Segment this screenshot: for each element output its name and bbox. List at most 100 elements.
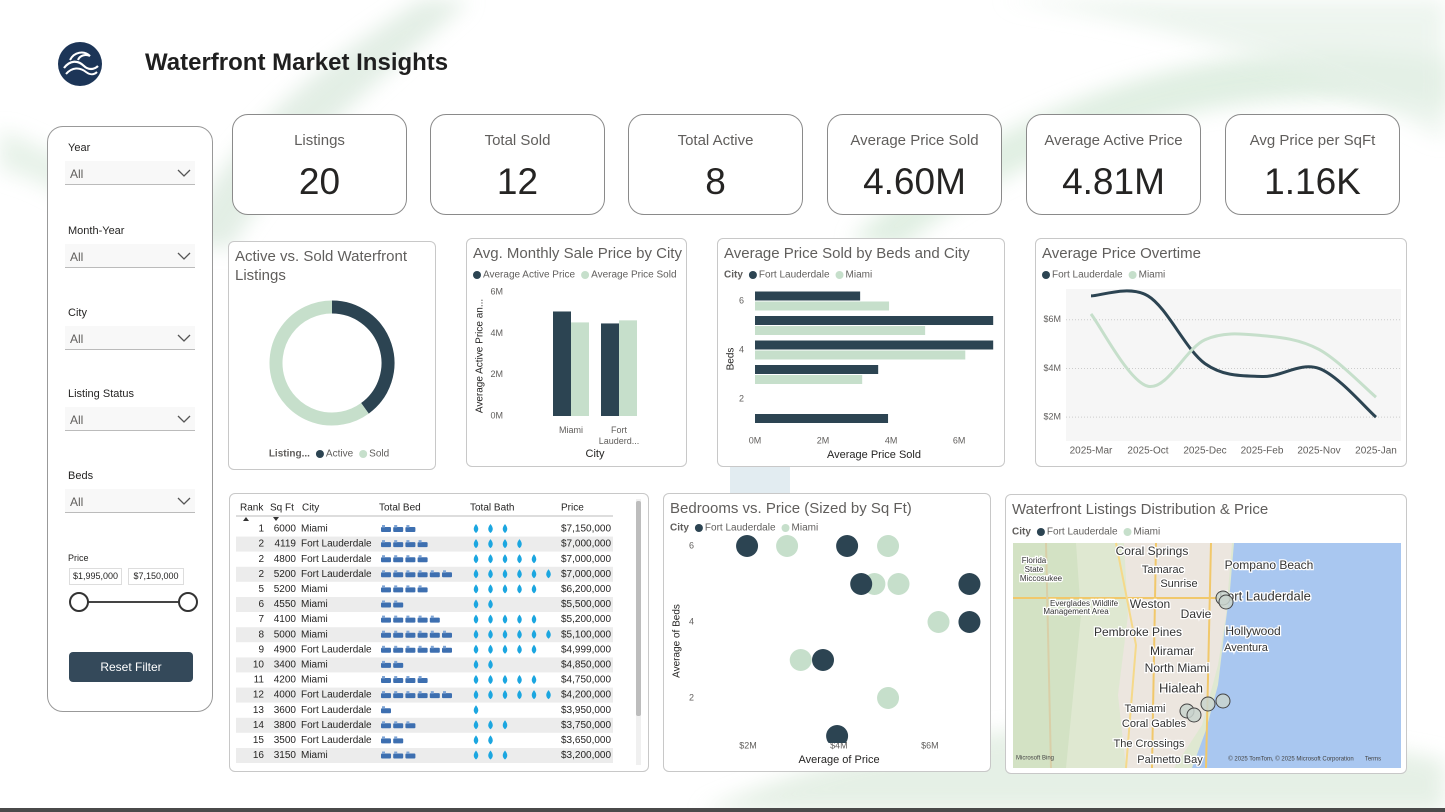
map-place-label: Pembroke Pines [1094, 625, 1182, 639]
price-max-box[interactable]: $7,150,000 [128, 568, 184, 585]
chart-panel: Listing... Active Sold Active vs. Sold Wate… [228, 241, 436, 470]
donut-segment [269, 300, 369, 426]
legend-label: Sold [369, 449, 389, 460]
scatter-point [958, 573, 981, 595]
bed-icon [405, 678, 416, 683]
chart-canvas: Average Active Price Average Price Sold 0M… [473, 270, 677, 460]
legend-label: Fort Lauderdale [1047, 527, 1118, 538]
map-credit: © 2025 TomTom, © 2025 Microsoft Corporat… [1228, 756, 1353, 763]
price-min-box[interactable]: $1,995,000 [69, 568, 122, 585]
bed-icon-pillow [382, 706, 385, 709]
column-header: Total Bath [470, 503, 514, 514]
filter-dropdown[interactable]: All [65, 161, 195, 185]
filter-dropdown[interactable]: All [65, 489, 195, 513]
legend-title: City [724, 270, 743, 281]
x-tick-label: 2025-Mar [1070, 446, 1113, 457]
filter-dropdown[interactable]: All [65, 326, 195, 350]
bed-icon [429, 617, 440, 623]
bed-icon-pillow [406, 525, 410, 528]
bed-icon [381, 723, 391, 729]
row-band [236, 657, 613, 673]
cell-beds [381, 721, 416, 729]
bed-icon [405, 647, 416, 653]
bed-icon-pillow [382, 751, 385, 754]
bar [755, 365, 879, 374]
filter-dropdown[interactable]: All [65, 407, 195, 431]
swoosh [730, 466, 790, 494]
cell-beds [381, 555, 428, 563]
map-marker [1218, 594, 1234, 610]
cell-sqft: 3500 [274, 735, 297, 746]
legend-label: Miami [1139, 270, 1166, 281]
cell-price: $7,000,000 [561, 554, 611, 565]
drop-icon [488, 659, 493, 669]
filter-value: All [70, 250, 84, 264]
x-tick-label: 2025-Jan [1355, 446, 1397, 457]
drop-icon [517, 554, 522, 564]
bed-icon [405, 587, 416, 593]
drop-icon [502, 614, 508, 624]
scrollbar-thumb[interactable] [636, 501, 641, 716]
row-band [236, 597, 613, 612]
y-tick-label: 4 [689, 616, 694, 626]
bed-icon [381, 572, 391, 578]
drop-icon [502, 524, 508, 533]
map-place-label: Davie [1181, 607, 1212, 621]
slider-handle[interactable] [178, 592, 198, 612]
cell-baths [473, 554, 537, 564]
chevron-path [177, 334, 191, 342]
bed-icon-pillow [406, 645, 410, 649]
bed-icon [393, 678, 404, 683]
x-axis-title: City [586, 448, 605, 460]
bed-icon-pillow [394, 691, 398, 694]
legend-label: Fort Lauderdale [705, 523, 776, 534]
reset-filter-button[interactable]: Reset Filter [69, 652, 193, 682]
kpi-card: Average Price Sold 4.60M [827, 114, 1002, 215]
drop-icon [488, 690, 493, 700]
bed-icon-pillow [443, 630, 446, 634]
bed-icon [417, 632, 428, 638]
cell-beds [381, 706, 391, 714]
legend-marker [359, 450, 368, 458]
cell-city: Miami [301, 584, 328, 595]
price-label: Price [68, 553, 89, 563]
map-place-label: Weston [1130, 597, 1170, 611]
slider-handle[interactable] [69, 592, 89, 612]
filter-dropdown[interactable]: All [65, 244, 195, 268]
legend-label: Active [326, 449, 354, 460]
bed-icon [405, 723, 416, 729]
bed-icon-pillow [406, 555, 410, 558]
bed-icon [417, 572, 428, 578]
cell-beds [381, 645, 452, 653]
bed-icon-pillow [382, 736, 385, 739]
drop-icon [488, 554, 493, 564]
cell-price: $4,850,000 [561, 660, 611, 671]
chart-canvas: Fort Lauderdale Miami $2M $4M $6M 2025-Mar 202… [1042, 270, 1401, 457]
legend: City Fort Lauderdale Miami [1012, 527, 1160, 538]
drop-icon [531, 569, 537, 579]
legend-marker [781, 524, 790, 532]
map-place-label: Sunrise [1160, 578, 1197, 590]
legend-label: Miami [792, 523, 819, 534]
cell-sqft: 4200 [274, 675, 297, 686]
drop-icon [502, 554, 508, 564]
cell-sqft: 4550 [274, 599, 297, 610]
cell-baths [473, 705, 479, 715]
bed-icon-pillow [394, 736, 398, 739]
bed-icon-pillow [382, 585, 385, 588]
cell-sqft: 4800 [274, 554, 297, 565]
cell-city: Miami [301, 614, 328, 625]
cell-sqft: 3150 [274, 750, 297, 761]
scatter-point [887, 573, 910, 595]
map-place-label: Tamiami [1125, 703, 1166, 715]
bed-icon-pillow [382, 525, 385, 528]
chevron-path [177, 252, 191, 260]
bed-icon [381, 678, 391, 683]
chevron-path [177, 497, 191, 505]
chart-canvas: City Fort Lauderdale Miami $2M $4M $6M 2 4 6 Aver… [670, 523, 981, 766]
scatter-point [812, 649, 835, 671]
legend-marker [694, 524, 703, 532]
kpi-card: Total Sold 12 [430, 114, 605, 215]
drop-icon [488, 524, 493, 533]
bed-icon-pillow [406, 721, 410, 724]
